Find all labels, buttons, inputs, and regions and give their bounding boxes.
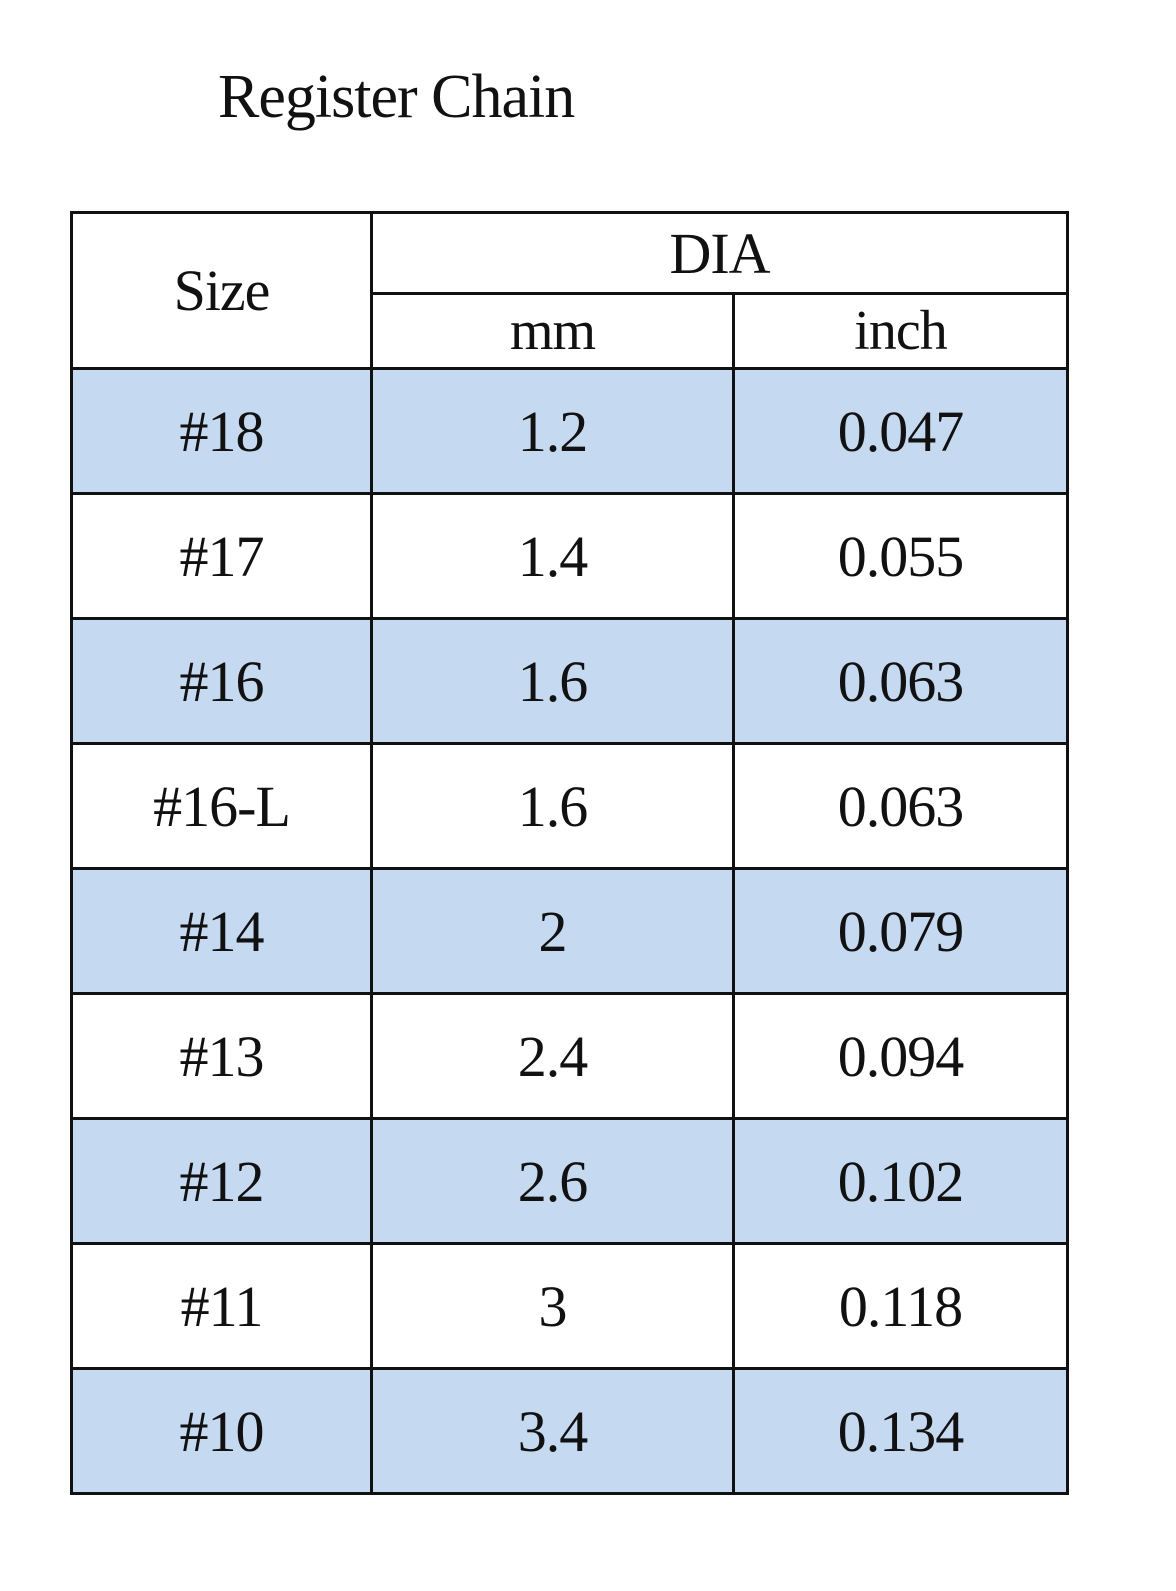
table-cell: 3: [370, 1242, 735, 1370]
table-row: #14 2 0.079: [70, 867, 1069, 995]
table-cell: 3.4: [370, 1367, 735, 1495]
table-row: #10 3.4 0.134: [70, 1367, 1069, 1495]
header-row: mm inch: [72, 292, 1069, 370]
table-cell: #10: [70, 1367, 373, 1495]
table-cell: 0.047: [732, 367, 1069, 495]
table-cell: #11: [70, 1242, 373, 1370]
table-row: #11 3 0.118: [70, 1242, 1069, 1370]
table-cell: 0.102: [732, 1117, 1069, 1245]
table-cell: 0.118: [732, 1242, 1069, 1370]
size-table: Size DIA mm inch #18 1.2 0.047 #17 1.4 0.055 #…: [70, 211, 1069, 1495]
table-cell: 1.2: [370, 367, 735, 495]
table-row: #18 1.2 0.047: [70, 367, 1069, 495]
table-cell: 2: [370, 867, 735, 995]
table-cell: 2.4: [370, 992, 735, 1120]
table-cell: 0.094: [732, 992, 1069, 1120]
table-cell: 0.063: [732, 742, 1069, 870]
table-cell: #14: [70, 867, 373, 995]
table-cell: 0.079: [732, 867, 1069, 995]
table-cell: 1.6: [370, 742, 735, 870]
table-row: #16 1.6 0.063: [70, 617, 1069, 745]
header-cell: DIA: [370, 211, 1069, 295]
header-cell: Size: [70, 211, 373, 370]
table-row: #13 2.4 0.094: [70, 992, 1069, 1120]
table-row: #17 1.4 0.055: [70, 492, 1069, 620]
page-title: Register Chain: [218, 63, 575, 131]
table-cell: 2.6: [370, 1117, 735, 1245]
table-cell: 0.063: [732, 617, 1069, 745]
table-cell: 0.055: [732, 492, 1069, 620]
table-cell: #17: [70, 492, 373, 620]
table-cell: #16: [70, 617, 373, 745]
table-cell: 1.6: [370, 617, 735, 745]
table-cell: 1.4: [370, 492, 735, 620]
header-cell: inch: [732, 292, 1069, 370]
header-cell: mm: [370, 292, 735, 370]
header-row: Size DIA: [70, 211, 1069, 370]
table-cell: #13: [70, 992, 373, 1120]
table-cell: #12: [70, 1117, 373, 1245]
table-row: #12 2.6 0.102: [70, 1117, 1069, 1245]
table-body: Size DIA mm inch #18 1.2 0.047 #17 1.4 0.055 #…: [70, 211, 1069, 1495]
table-cell: #18: [70, 367, 373, 495]
table-row: #16-L 1.6 0.063: [70, 742, 1069, 870]
table-cell: #16-L: [70, 742, 373, 870]
table-cell: 0.134: [732, 1367, 1069, 1495]
